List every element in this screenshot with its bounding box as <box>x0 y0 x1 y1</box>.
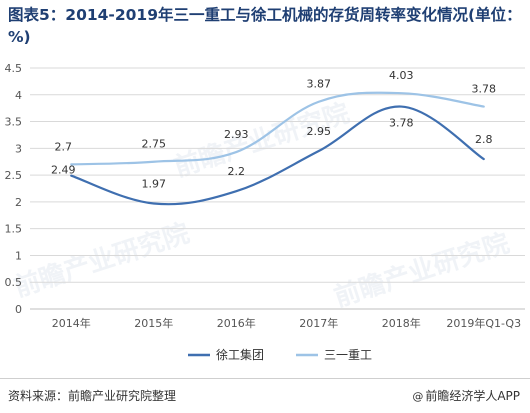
legend-label: 三一重工 <box>324 348 372 362</box>
x-tick-label: 2016年 <box>217 316 256 330</box>
y-tick-label: 1.5 <box>5 223 23 236</box>
x-tick-label: 2015年 <box>134 316 173 330</box>
data-label: 2.8 <box>475 133 493 146</box>
data-label: 2.75 <box>142 138 167 151</box>
y-tick-label: 4 <box>15 89 22 102</box>
y-tick-label: 2 <box>15 196 22 209</box>
x-tick-label: 2017年 <box>299 316 338 330</box>
data-label: 4.03 <box>389 69 414 82</box>
x-axis-ticks: 2014年 2015年 2016年 2017年 2018年 2019年Q1-Q3 <box>52 316 521 330</box>
data-label: 2.7 <box>55 140 73 153</box>
y-tick-label: 2.5 <box>5 169 23 182</box>
data-label: 2.49 <box>51 164 76 177</box>
x-tick-label: 2018年 <box>382 316 421 330</box>
line-chart: 0 0.5 1 1.5 2 2.5 3 3.5 4 4.5 2014年 2015年 2016年 2017… <box>5 62 525 362</box>
y-tick-label: 0 <box>15 303 22 316</box>
y-axis-ticks: 0 0.5 1 1.5 2 2.5 3 3.5 4 4.5 <box>5 62 23 316</box>
x-tick-label: 2014年 <box>52 316 91 330</box>
y-tick-label: 4.5 <box>5 62 23 75</box>
series-lines <box>70 91 485 206</box>
data-labels: 2.49 1.97 2.2 2.95 3.78 2.8 2.7 2.75 2.93 3.87 4.0… <box>51 69 496 190</box>
brand-label: 前瞻经济学人APP <box>425 389 520 403</box>
chart-title: 图表5：2014-2019年三一重工与徐工机械的存货周转率变化情况(单位：%) <box>8 6 522 46</box>
series-line-xcmg <box>70 105 485 206</box>
y-tick-label: 1 <box>15 249 22 262</box>
data-label: 3.78 <box>472 83 497 96</box>
data-label: 3.87 <box>307 78 332 91</box>
data-label: 3.78 <box>389 117 414 130</box>
data-label: 2.2 <box>228 165 246 178</box>
series-line-sany <box>70 91 485 166</box>
y-tick-label: 0.5 <box>5 276 23 289</box>
footer: 资料来源：前瞻产业研究院整理 @ 前瞻经济学人APP <box>0 378 530 413</box>
source-note: 资料来源：前瞻产业研究院整理 <box>8 389 177 403</box>
grid-lines <box>30 67 525 310</box>
data-label: 2.93 <box>224 128 249 141</box>
y-tick-label: 3.5 <box>5 116 23 129</box>
x-tick-label: 2019年Q1-Q3 <box>446 316 521 330</box>
legend-label: 徐工集团 <box>216 347 264 362</box>
brand: @ 前瞻经济学人APP <box>412 387 520 404</box>
data-label: 1.97 <box>142 177 167 190</box>
data-label: 2.95 <box>307 125 332 138</box>
at-icon: @ <box>412 390 424 403</box>
legend: 徐工集团 三一重工 <box>188 347 372 362</box>
y-tick-label: 3 <box>15 142 22 155</box>
